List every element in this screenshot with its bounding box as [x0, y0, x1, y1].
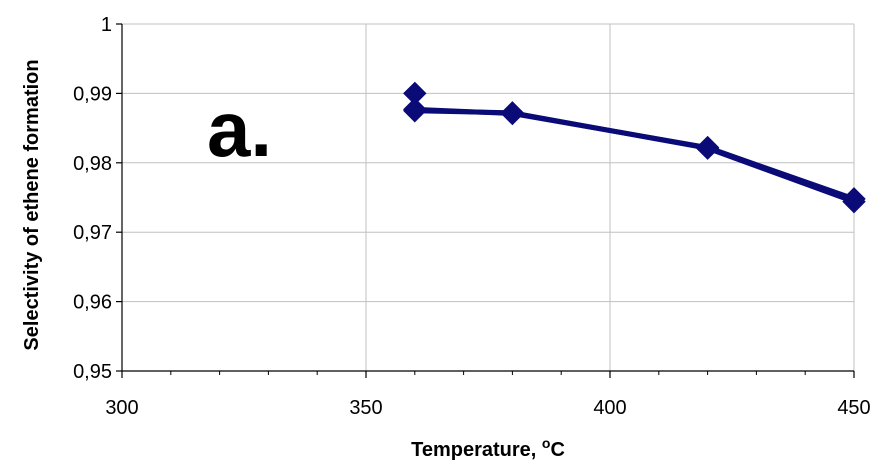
data-point-marker — [695, 135, 720, 160]
series-line — [412, 93, 855, 205]
data-point-marker — [500, 101, 525, 126]
panel-label: a. — [207, 85, 272, 173]
y-tick-label: 0,98 — [73, 153, 112, 175]
x-tick-label: 350 — [349, 397, 382, 419]
data-point-marker — [403, 97, 427, 122]
y-tick-labels: 0,95 0,96 0,97 0,98 0,99 1 — [73, 14, 112, 383]
data-markers — [403, 81, 866, 214]
data-point-marker — [842, 187, 866, 211]
x-axis-title: Temperature, oC — [411, 435, 565, 461]
y-tick-label: 0,97 — [73, 222, 112, 244]
grid-lines — [122, 23, 855, 371]
y-tick-label: 0,95 — [73, 361, 112, 383]
x-axis-title-unit: C — [550, 439, 564, 461]
y-tick-label: 0,99 — [73, 83, 112, 105]
tick-marks — [116, 23, 855, 378]
y-tick-label: 0,96 — [73, 292, 112, 314]
x-axis-title-superscript: o — [542, 435, 551, 451]
series-line — [414, 106, 855, 202]
x-tick-label: 400 — [593, 397, 626, 419]
x-tick-labels: 300 350 400 450 — [105, 397, 870, 419]
y-tick-label: 1 — [101, 14, 112, 36]
x-tick-label: 450 — [837, 397, 870, 419]
series-lines — [412, 93, 855, 205]
y-axis-title: Selectivity of ethene formation — [21, 59, 43, 350]
x-tick-label: 300 — [105, 397, 138, 419]
x-axis-title-text: Temperature, — [411, 439, 542, 461]
axes — [121, 24, 854, 372]
